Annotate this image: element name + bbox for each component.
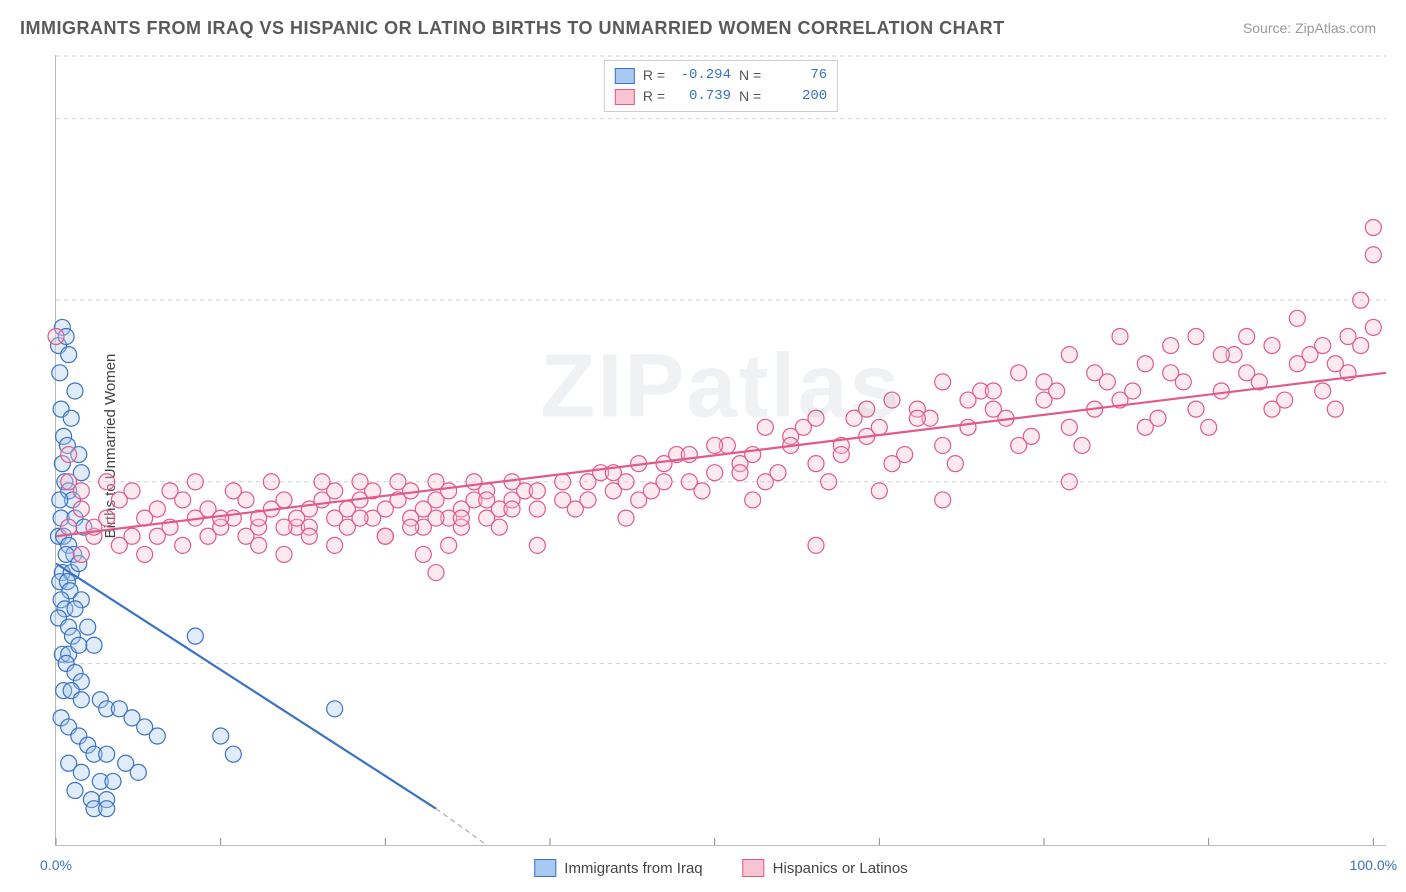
stats-swatch: [615, 68, 635, 84]
source-name: ZipAtlas.com: [1295, 20, 1376, 36]
legend-item: Hispanics or Latinos: [743, 859, 908, 877]
stats-row: R = -0.294 N = 76: [615, 65, 827, 86]
legend-label: Immigrants from Iraq: [564, 860, 702, 877]
stat-r-label: R =: [643, 86, 665, 107]
stats-row: R = 0.739 N = 200: [615, 86, 827, 107]
legend-label: Hispanics or Latinos: [773, 860, 908, 877]
stat-n-label: N =: [739, 86, 761, 107]
stat-r-value: -0.294: [673, 65, 731, 86]
legend-swatch: [743, 859, 765, 877]
stat-n-label: N =: [739, 65, 761, 86]
chart-title: IMMIGRANTS FROM IRAQ VS HISPANIC OR LATI…: [20, 18, 1005, 39]
bottom-legend: Immigrants from Iraq Hispanics or Latinos: [534, 859, 907, 877]
stat-r-label: R =: [643, 65, 665, 86]
correlation-stats-box: R = -0.294 N = 76 R = 0.739 N = 200: [604, 60, 838, 112]
stat-n-value: 200: [769, 86, 827, 107]
legend-item: Immigrants from Iraq: [534, 859, 702, 877]
stats-swatch: [615, 89, 635, 105]
stat-n-value: 76: [769, 65, 827, 86]
x-tick-label: 100.0%: [1350, 857, 1397, 873]
legend-swatch: [534, 859, 556, 877]
plot-area: ZIPatlas R =-0.294N =76R =0.739N =200 Im…: [55, 55, 1386, 846]
source-attribution: Source: ZipAtlas.com: [1243, 20, 1376, 36]
x-tick-label: 0.0%: [40, 857, 72, 873]
stat-r-value: 0.739: [673, 86, 731, 107]
source-prefix: Source:: [1243, 20, 1295, 36]
scatter-svg: [56, 55, 1386, 845]
